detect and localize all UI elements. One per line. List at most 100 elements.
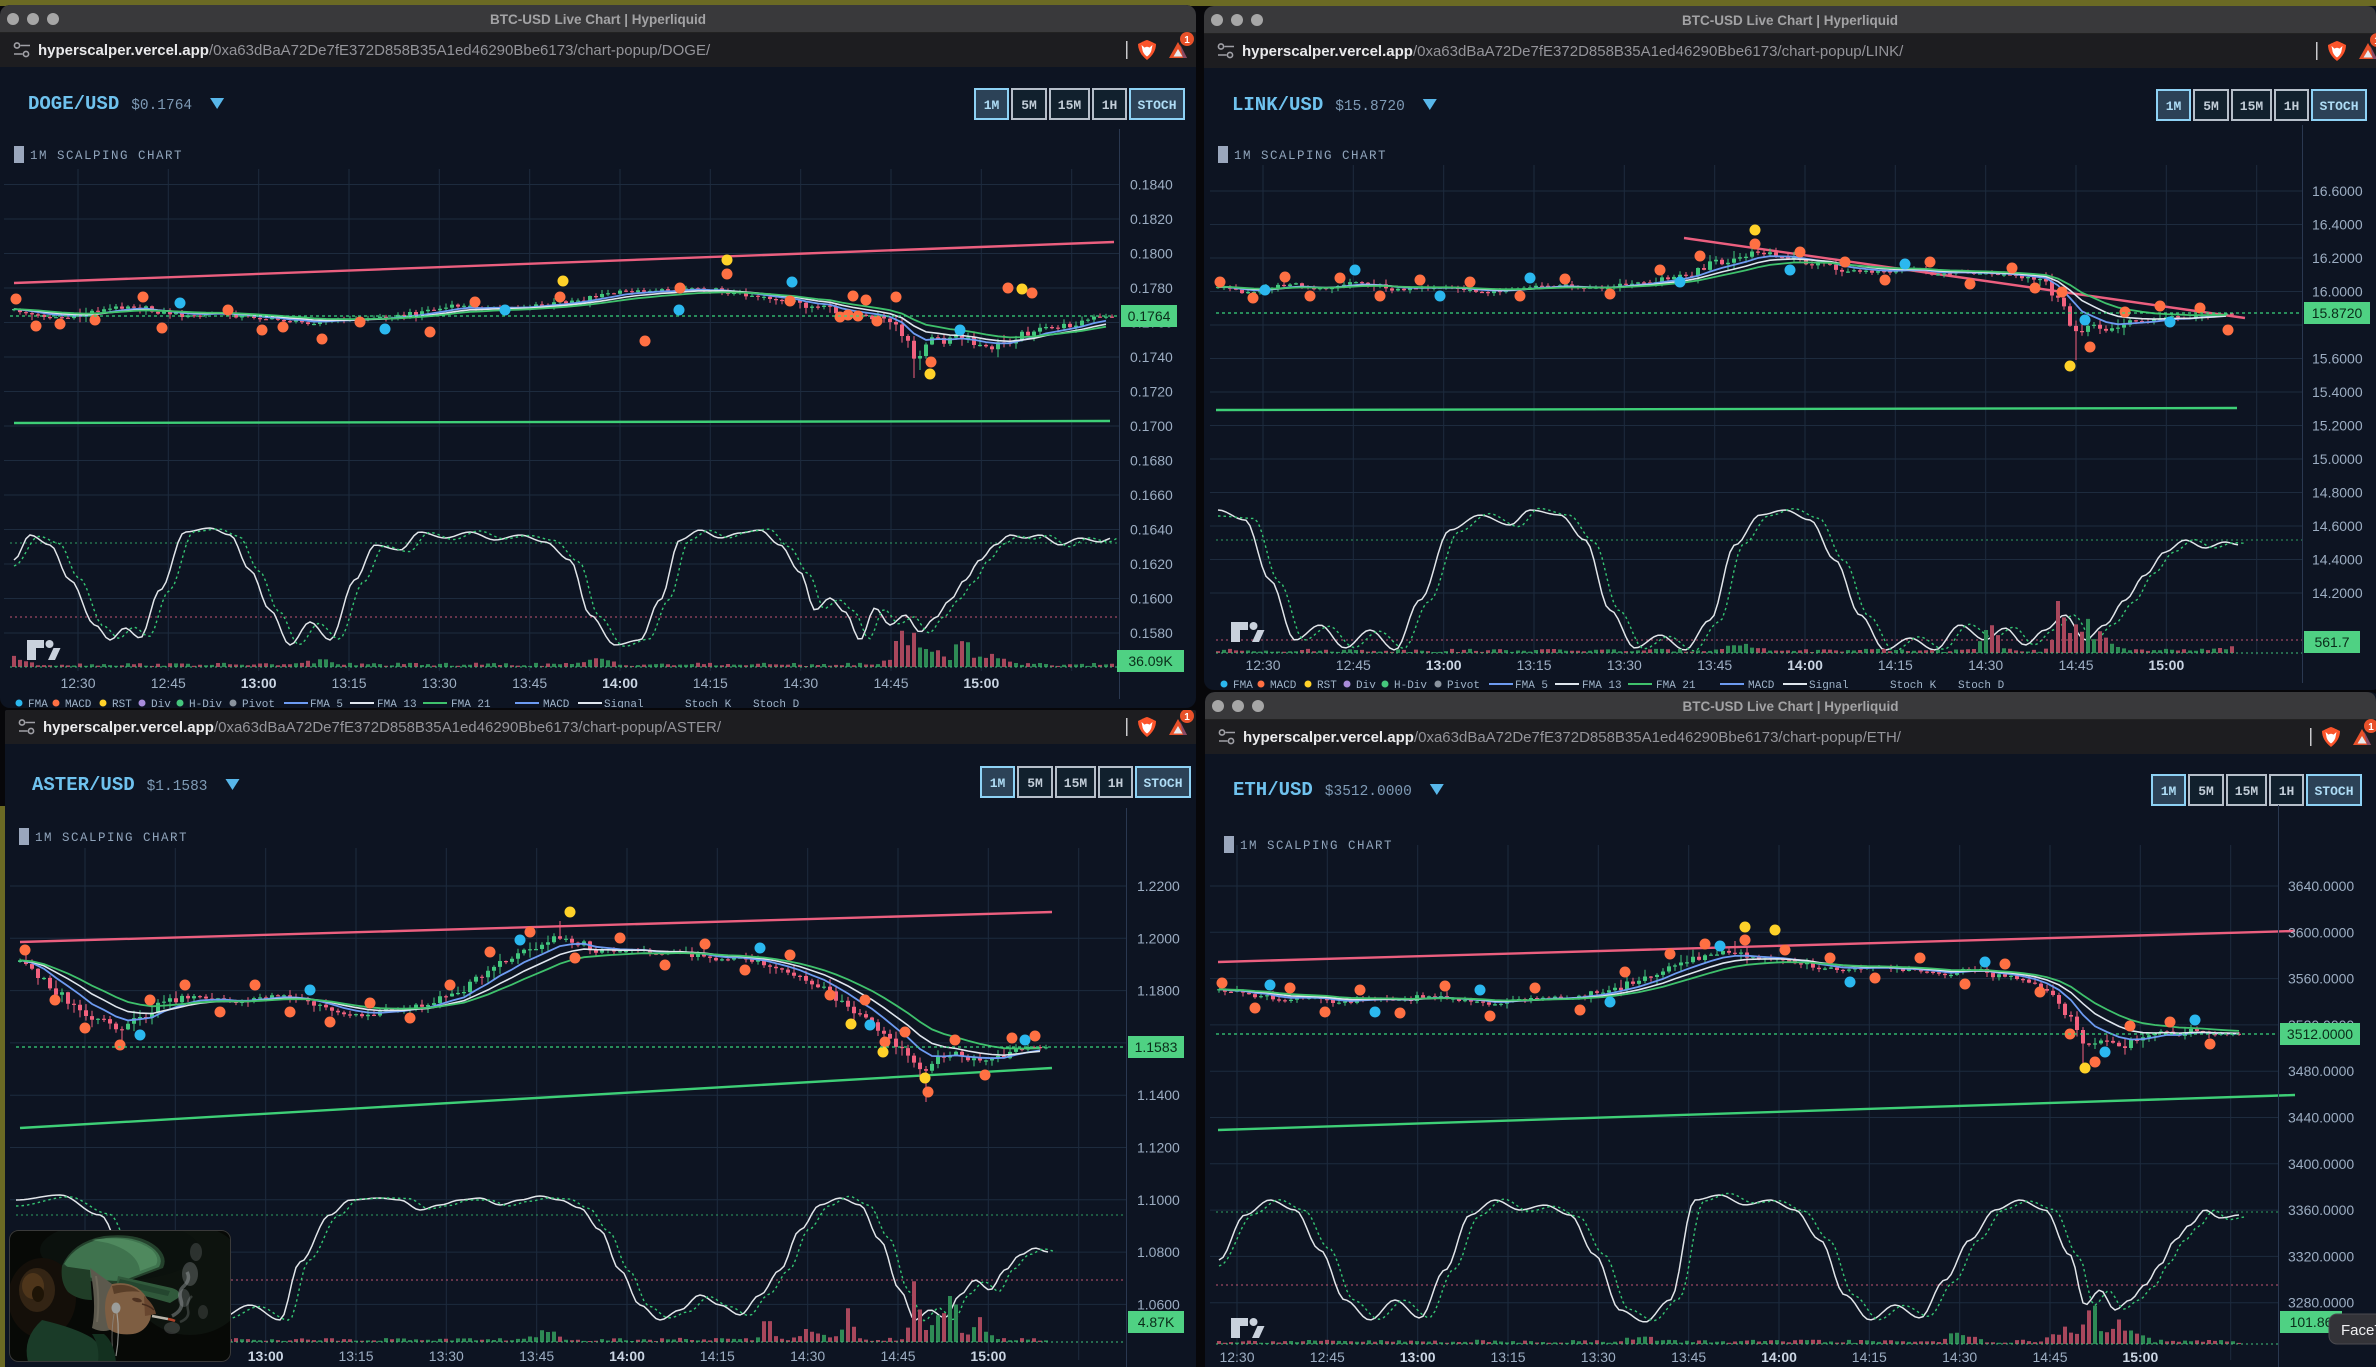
svg-text:14:15: 14:15 xyxy=(693,675,728,691)
svg-text:RST: RST xyxy=(1317,680,1337,692)
svg-text:DOGE/USD: DOGE/USD xyxy=(28,93,119,115)
svg-text:ASTER/USD: ASTER/USD xyxy=(32,774,135,796)
svg-text:STOCH: STOCH xyxy=(2319,99,2358,114)
svg-text:15M: 15M xyxy=(2240,99,2264,114)
svg-text:15M: 15M xyxy=(1064,776,1088,791)
svg-text:1.2000: 1.2000 xyxy=(1137,930,1180,946)
svg-text:12:30: 12:30 xyxy=(1245,657,1280,673)
svg-text:14:15: 14:15 xyxy=(1878,657,1913,673)
svg-text:Pivot: Pivot xyxy=(242,699,275,711)
svg-text:1: 1 xyxy=(2374,36,2376,47)
svg-text:561.7: 561.7 xyxy=(2314,634,2349,650)
svg-text:FMA 13: FMA 13 xyxy=(377,699,417,711)
svg-text:Signal: Signal xyxy=(604,699,644,711)
svg-text:FMA 13: FMA 13 xyxy=(1582,680,1622,692)
svg-text:13:00: 13:00 xyxy=(1426,657,1462,673)
svg-text:FaceT: FaceT xyxy=(2341,1322,2376,1339)
svg-text:14:30: 14:30 xyxy=(1968,657,2003,673)
svg-text:15:00: 15:00 xyxy=(2122,1349,2158,1365)
svg-text:1M SCALPING CHART: 1M SCALPING CHART xyxy=(1240,839,1393,853)
svg-text:14:00: 14:00 xyxy=(602,675,638,691)
svg-text:0.1660: 0.1660 xyxy=(1130,487,1173,503)
svg-text:1H: 1H xyxy=(1108,776,1124,791)
svg-text:13:30: 13:30 xyxy=(1607,657,1642,673)
svg-text:0.1740: 0.1740 xyxy=(1130,349,1173,365)
svg-text:14:45: 14:45 xyxy=(2058,657,2093,673)
svg-text:MACD: MACD xyxy=(65,699,92,711)
svg-text:STOCH: STOCH xyxy=(2314,784,2353,799)
svg-text:15.0000: 15.0000 xyxy=(2312,451,2363,467)
svg-text:0.1720: 0.1720 xyxy=(1130,384,1173,400)
svg-text:BTC-USD Live Chart | Hyperliqu: BTC-USD Live Chart | Hyperliquid xyxy=(1682,699,1898,714)
svg-text:3320.0000: 3320.0000 xyxy=(2288,1248,2354,1264)
svg-text:1.1000: 1.1000 xyxy=(1137,1192,1180,1208)
svg-text:14:15: 14:15 xyxy=(1852,1349,1887,1365)
svg-text:101.86: 101.86 xyxy=(2290,1314,2333,1330)
svg-text:STOCH: STOCH xyxy=(1143,776,1182,791)
svg-text:3400.0000: 3400.0000 xyxy=(2288,1156,2354,1172)
svg-text:$0.1764: $0.1764 xyxy=(131,98,192,114)
svg-text:14:00: 14:00 xyxy=(1787,657,1823,673)
svg-text:FMA 5: FMA 5 xyxy=(1515,680,1548,692)
svg-text:hyperscalper.vercel.app/0xa63d: hyperscalper.vercel.app/0xa63dBaA72De7fE… xyxy=(1243,729,1902,746)
svg-text:1: 1 xyxy=(1184,712,1190,723)
svg-text:Div: Div xyxy=(1356,680,1376,692)
svg-text:0.1780: 0.1780 xyxy=(1130,280,1173,296)
svg-text:FMA 5: FMA 5 xyxy=(310,699,343,711)
svg-text:RST: RST xyxy=(112,699,132,711)
svg-text:16.6000: 16.6000 xyxy=(2312,183,2363,199)
svg-text:Stoch K: Stoch K xyxy=(685,699,732,711)
svg-text:0.1640: 0.1640 xyxy=(1130,522,1173,538)
svg-text:12:30: 12:30 xyxy=(1219,1349,1254,1365)
svg-text:16.4000: 16.4000 xyxy=(2312,217,2363,233)
svg-text:14.6000: 14.6000 xyxy=(2312,518,2363,534)
svg-text:15.6000: 15.6000 xyxy=(2312,351,2363,367)
svg-text:16.0000: 16.0000 xyxy=(2312,284,2363,300)
svg-text:LINK/USD: LINK/USD xyxy=(1232,94,1323,116)
svg-text:0.1820: 0.1820 xyxy=(1130,211,1173,227)
svg-text:Signal: Signal xyxy=(1809,680,1849,692)
svg-text:H-Div: H-Div xyxy=(1394,680,1427,692)
svg-text:Div: Div xyxy=(151,699,171,711)
svg-text:15M: 15M xyxy=(2235,784,2259,799)
svg-text:hyperscalper.vercel.app/0xa63d: hyperscalper.vercel.app/0xa63dBaA72De7fE… xyxy=(38,42,711,59)
svg-text:0.1764: 0.1764 xyxy=(1128,308,1171,324)
svg-text:14:45: 14:45 xyxy=(880,1348,915,1364)
svg-text:0.1580: 0.1580 xyxy=(1130,625,1173,641)
svg-text:14.4000: 14.4000 xyxy=(2312,552,2363,568)
svg-text:14:30: 14:30 xyxy=(1942,1349,1977,1365)
svg-text:14:15: 14:15 xyxy=(700,1348,735,1364)
svg-text:1M: 1M xyxy=(2166,99,2182,114)
svg-text:1M SCALPING CHART: 1M SCALPING CHART xyxy=(35,831,188,845)
svg-text:3560.0000: 3560.0000 xyxy=(2288,971,2354,987)
svg-text:13:15: 13:15 xyxy=(1490,1349,1525,1365)
svg-text:1M: 1M xyxy=(2161,784,2177,799)
svg-text:1H: 1H xyxy=(1102,98,1118,113)
svg-text:15.2000: 15.2000 xyxy=(2312,418,2363,434)
svg-text:MACD: MACD xyxy=(1270,680,1297,692)
svg-text:0.1600: 0.1600 xyxy=(1130,591,1173,607)
svg-text:16.2000: 16.2000 xyxy=(2312,250,2363,266)
svg-text:1.2200: 1.2200 xyxy=(1137,878,1180,894)
svg-text:hyperscalper.vercel.app/0xa63d: hyperscalper.vercel.app/0xa63dBaA72De7fE… xyxy=(1242,43,1904,60)
svg-text:14:00: 14:00 xyxy=(609,1348,645,1364)
svg-text:FMA: FMA xyxy=(28,699,48,711)
svg-text:1: 1 xyxy=(2368,722,2374,733)
svg-text:1.0600: 1.0600 xyxy=(1137,1296,1180,1312)
svg-text:13:00: 13:00 xyxy=(248,1348,284,1364)
svg-text:14:45: 14:45 xyxy=(2032,1349,2067,1365)
svg-text:0.1800: 0.1800 xyxy=(1130,246,1173,262)
svg-text:$15.8720: $15.8720 xyxy=(1335,99,1405,115)
svg-text:14.8000: 14.8000 xyxy=(2312,485,2363,501)
svg-text:Stoch D: Stoch D xyxy=(1958,680,2005,692)
svg-text:13:30: 13:30 xyxy=(1581,1349,1616,1365)
svg-text:$3512.0000: $3512.0000 xyxy=(1325,784,1412,800)
svg-text:3280.0000: 3280.0000 xyxy=(2288,1295,2354,1311)
svg-text:MACD: MACD xyxy=(543,699,570,711)
svg-text:hyperscalper.vercel.app/0xa63d: hyperscalper.vercel.app/0xa63dBaA72De7fE… xyxy=(43,719,722,736)
svg-text:3360.0000: 3360.0000 xyxy=(2288,1202,2354,1218)
svg-text:13:00: 13:00 xyxy=(1400,1349,1436,1365)
svg-text:MACD: MACD xyxy=(1748,680,1775,692)
svg-text:1M SCALPING CHART: 1M SCALPING CHART xyxy=(1234,149,1387,163)
svg-text:5M: 5M xyxy=(2203,99,2219,114)
